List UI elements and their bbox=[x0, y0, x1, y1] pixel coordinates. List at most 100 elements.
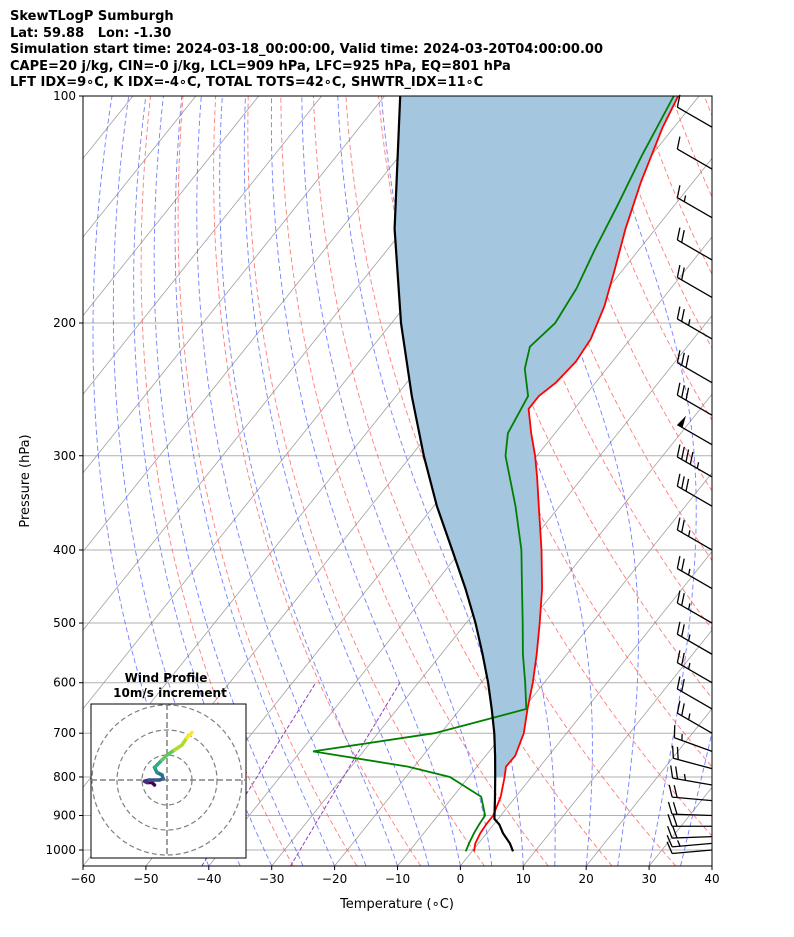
wind-barb-stem bbox=[677, 529, 713, 551]
moist-adiabat bbox=[243, 96, 430, 866]
wind-barb-full bbox=[676, 350, 681, 363]
wind-barb-full bbox=[681, 267, 685, 281]
wind-barb-full bbox=[668, 784, 673, 798]
wind-barb-full bbox=[685, 449, 690, 463]
x-axis-ticks: −60 −50 −40 −30 −20 −10 0 10 20 30 40 bbox=[70, 866, 720, 886]
simulation-times: Simulation start time: 2024-03-18_00:00:… bbox=[10, 42, 603, 57]
wind-barb bbox=[676, 700, 713, 734]
station-title: SkewTLogP Sumburgh bbox=[10, 9, 174, 24]
wind-barb bbox=[667, 814, 712, 827]
wind-barb-full bbox=[671, 825, 678, 839]
dry-adiabat bbox=[638, 96, 712, 276]
wind-barb-full bbox=[672, 814, 678, 827]
wind-barb-full bbox=[676, 227, 681, 241]
wind-barb bbox=[671, 745, 713, 770]
wind-barb-stem bbox=[677, 197, 713, 219]
x-tick-label: −30 bbox=[259, 872, 284, 886]
wind-barb bbox=[676, 676, 713, 710]
wind-profile-inset: Wind Profile 10m/s increment bbox=[90, 671, 247, 859]
dry-adiabat bbox=[573, 96, 712, 422]
isotherm-line bbox=[83, 96, 260, 317]
wind-barb-stem bbox=[672, 842, 713, 848]
wind-barb-stem bbox=[677, 148, 713, 170]
dewpoint-profile bbox=[312, 96, 675, 852]
moist-adiabat bbox=[153, 96, 304, 866]
wind-barb bbox=[676, 590, 713, 624]
wind-barb-full bbox=[685, 355, 690, 368]
wind-barb-full bbox=[685, 478, 690, 492]
wind-barb-stem bbox=[677, 106, 713, 128]
wind-barb-stem bbox=[677, 276, 713, 299]
moist-adiabat bbox=[133, 96, 273, 866]
wind-barb-full bbox=[685, 387, 690, 401]
wind-barb-full bbox=[681, 385, 685, 398]
wind-barb-full bbox=[689, 451, 694, 465]
cape-area bbox=[394, 96, 679, 777]
mixing-ratio-line bbox=[201, 682, 317, 866]
dry-adiabat bbox=[703, 96, 712, 117]
isotherm-line bbox=[711, 865, 712, 866]
wind-barb-half bbox=[677, 840, 681, 847]
isotherm-line bbox=[83, 96, 322, 395]
wind-barb-stem bbox=[677, 456, 713, 478]
y-tick-label: 100 bbox=[53, 89, 76, 103]
wind-barb-half bbox=[687, 568, 691, 576]
isotherm-line bbox=[522, 629, 712, 866]
wind-barb-stem bbox=[672, 796, 713, 802]
isotherm-line bbox=[585, 708, 712, 866]
wind-barb-full bbox=[666, 835, 673, 848]
wind-barb-half bbox=[687, 713, 691, 720]
wind-barb-stem bbox=[677, 567, 713, 590]
wind-barb-full bbox=[676, 700, 681, 714]
wind-barb-full bbox=[676, 650, 681, 663]
wind-barb bbox=[676, 621, 713, 655]
wind-barb-full bbox=[676, 676, 681, 690]
moist-adiabat bbox=[301, 96, 493, 866]
wind-barb-full bbox=[667, 801, 673, 815]
x-tick-label: −10 bbox=[385, 872, 410, 886]
location-coordinates: Lat: 59.88 Lon: -1.30 bbox=[10, 26, 172, 41]
x-tick-label: −20 bbox=[322, 872, 347, 886]
wind-barb-stem bbox=[677, 394, 713, 416]
wind-barb-stem bbox=[677, 712, 713, 734]
wind-barb-stem bbox=[677, 688, 713, 710]
wind-barb bbox=[667, 801, 713, 817]
wind-barb bbox=[666, 825, 713, 839]
wind-barb-full bbox=[675, 766, 679, 780]
wind-barb bbox=[676, 350, 713, 384]
wind-barb-full bbox=[673, 785, 678, 798]
stability-indices-cape: CAPE=20 j/kg, CIN=-0 j/kg, LCL=909 hPa, … bbox=[10, 59, 511, 74]
dry-adiabat bbox=[312, 96, 613, 866]
wind-barb-full bbox=[681, 593, 685, 606]
wind-barb bbox=[676, 517, 713, 551]
wind-barb bbox=[673, 725, 713, 753]
moist-adiabat bbox=[219, 96, 398, 866]
dry-adiabat bbox=[177, 96, 358, 866]
y-tick-label: 200 bbox=[53, 316, 76, 330]
wind-barb-full bbox=[666, 825, 673, 839]
dry-adiabat bbox=[345, 96, 677, 866]
wind-barb-half bbox=[687, 319, 691, 326]
wind-barb bbox=[676, 94, 713, 128]
dry-adiabat bbox=[213, 96, 422, 866]
cape-shading bbox=[394, 96, 679, 777]
wind-barb-full bbox=[676, 444, 681, 458]
wind-barb-full bbox=[672, 801, 678, 815]
wind-barb-half bbox=[683, 195, 687, 202]
moist-adiabat bbox=[174, 96, 336, 866]
wind-barb-half bbox=[687, 603, 691, 610]
wind-barb bbox=[668, 784, 713, 802]
inset-frame bbox=[90, 703, 247, 859]
wind-barb-full bbox=[681, 446, 685, 460]
wind-barb-full bbox=[676, 556, 681, 569]
wind-barb-full bbox=[676, 264, 681, 278]
wind-barb-stem bbox=[672, 849, 713, 855]
moist-adiabat bbox=[196, 96, 367, 866]
x-axis-label: Temperature (∘C) bbox=[339, 897, 454, 912]
wind-barb-stem bbox=[677, 318, 713, 340]
dry-adiabat bbox=[410, 96, 712, 768]
parcel-profile bbox=[393, 96, 515, 852]
dry-adiabat bbox=[475, 96, 712, 630]
moist-adiabat bbox=[270, 96, 461, 866]
wind-barb-full bbox=[681, 703, 685, 716]
